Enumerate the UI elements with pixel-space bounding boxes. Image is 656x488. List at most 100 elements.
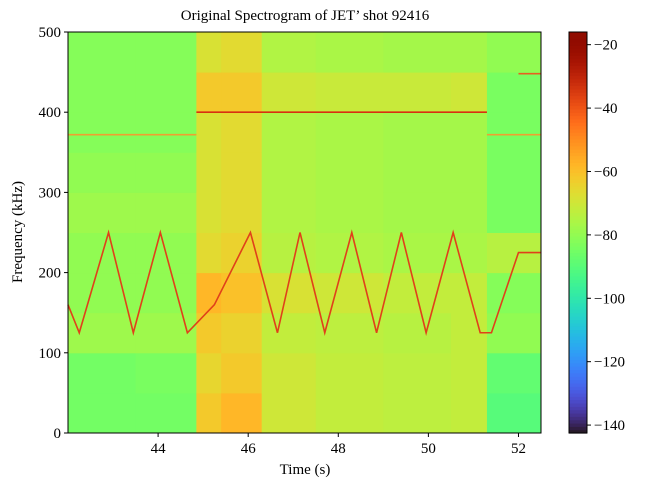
colorbar-swatch: [569, 165, 587, 170]
colorbar-swatch: [569, 138, 587, 143]
colorbar-swatch: [569, 209, 587, 214]
colorbar-swatch: [569, 98, 587, 103]
colorbar-swatch: [569, 35, 587, 40]
heat-cell: [221, 152, 263, 193]
colorbar-swatch: [569, 272, 587, 277]
colorbar-swatch: [569, 396, 587, 401]
heat-cell: [196, 112, 222, 153]
colorbar-swatch: [569, 105, 587, 110]
x-tick-label: 48: [331, 441, 346, 457]
heat-cell: [450, 32, 488, 73]
colorbar-swatch: [569, 255, 587, 260]
colorbar-swatch: [569, 356, 587, 361]
colorbar-swatch: [569, 269, 587, 274]
colorbar-swatch: [569, 38, 587, 43]
ridge-line: [67, 229, 541, 336]
colorbar-swatch: [569, 422, 587, 427]
heat-cell: [261, 232, 317, 274]
heat-cell: [315, 72, 384, 113]
heat-cell: [315, 112, 384, 153]
colorbar-swatch: [569, 259, 587, 264]
heat-cell: [486, 352, 542, 394]
colorbar-swatch: [569, 299, 587, 304]
colorbar-swatch: [569, 185, 587, 190]
heat-cell: [450, 392, 488, 434]
colorbar-swatch: [569, 402, 587, 407]
colorbar-swatch: [569, 125, 587, 130]
heat-cell: [221, 112, 263, 153]
heat-cell: [315, 272, 384, 314]
heat-cell: [221, 352, 263, 394]
x-tick-label: 46: [241, 441, 257, 457]
colorbar-swatch: [569, 289, 587, 294]
colorbar-swatch: [569, 128, 587, 133]
heat-cell: [486, 312, 542, 354]
colorbar-swatch: [569, 202, 587, 207]
heat-cell: [261, 312, 317, 354]
colorbar-swatch: [569, 48, 587, 53]
colorbar-swatch: [569, 179, 587, 183]
heat-cell: [68, 32, 137, 73]
colorbar-swatch: [569, 169, 587, 173]
heat-cell: [196, 72, 222, 113]
heat-cell: [315, 392, 384, 434]
colorbar-tick-label: −40: [594, 101, 617, 117]
heat-cell: [196, 272, 222, 314]
colorbar-swatch: [569, 389, 587, 394]
colorbar-swatch: [569, 58, 587, 63]
chart-title: Original Spectrogram of JET’ shot 92416: [181, 8, 430, 24]
heat-cell: [135, 32, 197, 73]
heat-cell: [261, 192, 317, 233]
colorbar-swatch: [569, 406, 587, 411]
colorbar-swatch: [569, 242, 587, 247]
colorbar-swatch: [569, 429, 587, 434]
colorbar-swatch: [569, 366, 587, 371]
colorbar-tick-label: −80: [594, 228, 617, 244]
heat-cell: [261, 392, 317, 434]
heat-cell: [450, 152, 488, 193]
colorbar-swatch: [569, 52, 587, 56]
heat-cell: [135, 72, 197, 113]
heat-cell: [261, 352, 317, 394]
heat-cell: [383, 32, 452, 73]
colorbar-swatch: [569, 349, 587, 354]
heat-cell: [383, 72, 452, 113]
heat-cell: [135, 392, 197, 434]
colorbar-swatch: [569, 72, 587, 77]
colorbar-swatch: [569, 122, 587, 127]
heat-cell: [486, 72, 542, 113]
colorbar-swatch: [569, 239, 587, 244]
heat-cell: [135, 112, 197, 153]
y-tick-label: 500: [39, 25, 62, 41]
colorbar-swatch: [569, 102, 587, 107]
heat-cell: [315, 32, 384, 73]
colorbar-swatch: [569, 212, 587, 217]
heat-cell: [221, 392, 263, 434]
colorbar-swatch: [569, 319, 587, 324]
colorbar-swatch: [569, 215, 587, 220]
heat-cell: [221, 192, 263, 233]
colorbar-frame: [568, 31, 588, 434]
colorbar-swatch: [569, 426, 587, 431]
y-tick-label: 0: [54, 426, 62, 442]
colorbar-swatch: [569, 306, 587, 310]
colorbar-swatch: [569, 392, 587, 397]
heat-cell: [261, 32, 317, 73]
colorbar-swatch: [569, 352, 587, 357]
heat-cell: [68, 392, 137, 434]
colorbar-swatch: [569, 369, 587, 374]
colorbar-swatch: [569, 68, 587, 73]
x-tick-label: 44: [151, 441, 167, 457]
heat-cell: [68, 312, 137, 354]
colorbar-swatch: [569, 326, 587, 331]
colorbar-swatch: [569, 275, 587, 280]
colorbar-swatch: [569, 292, 587, 297]
colorbar-swatch: [569, 189, 587, 193]
colorbar-swatch: [569, 82, 587, 87]
colorbar-swatch: [569, 32, 587, 36]
colorbar-swatch: [569, 386, 587, 391]
heat-cell: [450, 72, 488, 113]
heat-cell: [135, 272, 197, 314]
heat-cell: [261, 72, 317, 113]
heat-cell: [68, 352, 137, 394]
